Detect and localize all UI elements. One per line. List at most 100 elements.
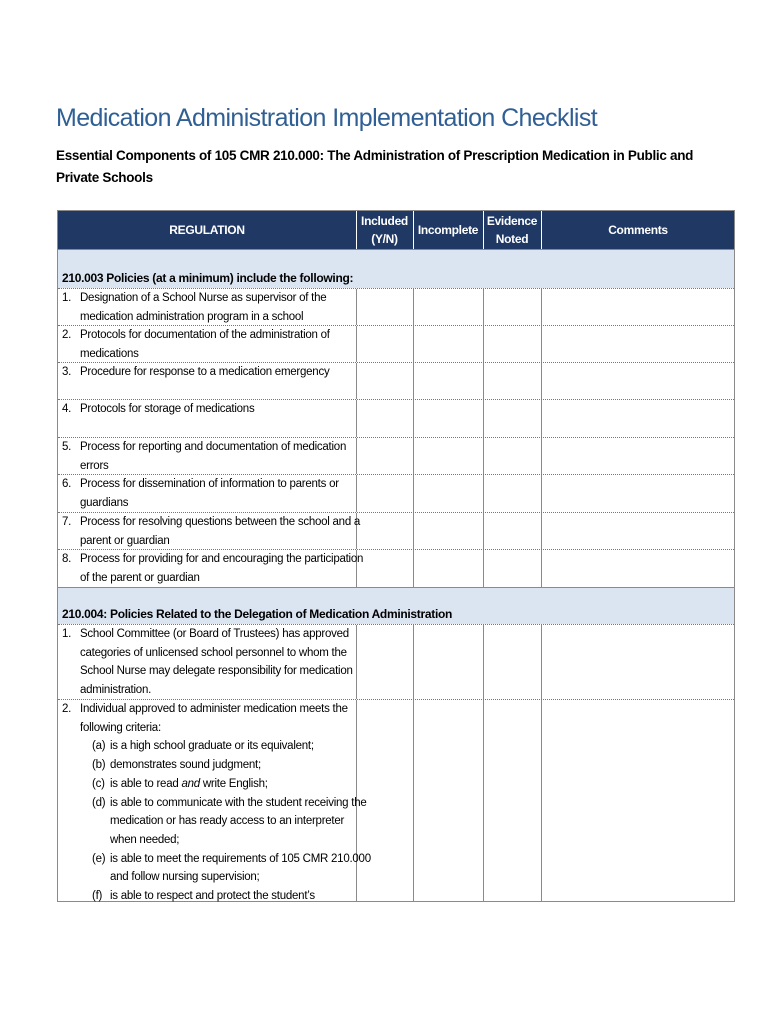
subtitle: Essential Components of 105 CMR 210.000:… — [56, 148, 694, 185]
checklist-row: 3. Procedure for response to a medication… — [58, 362, 734, 399]
text-part: is able to read — [110, 777, 182, 790]
subitem-label: (b) — [92, 759, 106, 772]
item-text: medication administration program in a s… — [80, 310, 304, 323]
header-cell: REGULATION — [169, 223, 245, 237]
column-divider — [413, 289, 414, 325]
column-divider — [413, 363, 414, 399]
item-text: Individual approved to administer medica… — [80, 703, 348, 715]
item-text: administration. — [80, 684, 152, 697]
text-part: write English; — [199, 777, 268, 790]
item-number: 7. — [62, 516, 72, 528]
column-divider — [483, 400, 484, 437]
table-header: REGULATION Included (Y/N) Incomplete Eviden… — [58, 211, 734, 249]
column-divider — [413, 475, 414, 512]
subitem-text: is able to respect and protect the stude… — [110, 890, 315, 902]
header-cell: Incomplete — [417, 223, 479, 237]
column-divider — [483, 438, 484, 474]
section-heading-row: 210.003 Policies (at a minimum) include … — [58, 249, 734, 288]
column-divider — [541, 211, 542, 249]
column-divider — [541, 700, 542, 901]
column-divider — [541, 400, 542, 437]
item-text: Process for dissemination of information… — [80, 478, 339, 490]
item-text: Process for resolving questions between … — [80, 516, 361, 528]
header-cell: Included (Y/N) — [361, 214, 408, 246]
column-divider — [541, 513, 542, 549]
column-divider — [483, 289, 484, 325]
column-divider — [413, 700, 414, 901]
column-divider — [356, 438, 357, 474]
column-divider — [356, 289, 357, 325]
item-text: categories of unlicensed school personne… — [80, 646, 347, 659]
column-divider — [356, 363, 357, 399]
column-divider — [541, 363, 542, 399]
column-divider — [541, 438, 542, 474]
subitem-label: (a) — [92, 740, 106, 753]
section-heading: 210.003 Policies (at a minimum) include … — [62, 271, 354, 286]
item-number: 5. — [62, 441, 72, 453]
checklist-row: 7. Process for resolving questions betwee… — [58, 512, 734, 549]
column-divider — [483, 513, 484, 549]
subitem-text: is able to meet the requirements of 105 … — [110, 852, 371, 865]
item-text: following criteria: — [80, 721, 161, 734]
checklist-row: 1. School Committee (or Board of Trustees… — [58, 624, 734, 699]
item-number: 3. — [62, 366, 72, 378]
column-divider — [541, 475, 542, 512]
item-text: medications — [80, 347, 139, 360]
column-divider — [541, 326, 542, 362]
column-divider — [483, 326, 484, 362]
checklist-row: 5. Process for reporting and documentatio… — [58, 437, 734, 474]
header-cell: Evidence Noted — [486, 214, 538, 246]
column-divider — [483, 211, 484, 249]
item-text: School Committee (or Board of Trustees) … — [80, 628, 349, 640]
item-number: 6. — [62, 478, 72, 490]
item-text: Process for providing for and encouragin… — [80, 553, 364, 565]
checklist-row: 1. Designation of a School Nurse as super… — [58, 288, 734, 325]
column-divider — [413, 326, 414, 362]
subitem-label: (f) — [92, 890, 103, 902]
subitem-text: is able to read and write English; — [110, 775, 268, 794]
subitem-text: medication or has ready access to an int… — [110, 815, 345, 828]
item-text: Process for reporting and documentation … — [80, 441, 347, 453]
column-divider — [356, 513, 357, 549]
column-divider — [356, 700, 357, 901]
item-number: 2. — [62, 329, 72, 341]
checklist-row: 2. Individual approved to administer medi… — [58, 699, 734, 902]
checklist-row: 8. Process for providing for and encourag… — [58, 549, 734, 587]
column-divider — [413, 400, 414, 437]
column-divider — [483, 625, 484, 699]
section-heading: 210.004: Policies Related to the Delegat… — [62, 607, 453, 622]
item-number: 1. — [62, 292, 72, 304]
subitem-text: when needed; — [110, 833, 180, 846]
item-text: errors — [80, 459, 109, 472]
column-divider — [356, 211, 357, 249]
column-divider — [541, 625, 542, 699]
checklist-row: 6. Process for dissemination of informati… — [58, 474, 734, 512]
subitem-label: (d) — [92, 796, 106, 809]
item-text: Procedure for response to a medication e… — [80, 366, 330, 378]
section-heading-row: 210.004: Policies Related to the Delegat… — [58, 587, 734, 624]
item-text: Protocols for storage of medications — [80, 403, 255, 415]
item-number: 4. — [62, 403, 72, 415]
column-divider — [413, 438, 414, 474]
subitem-label: (c) — [92, 777, 105, 790]
column-divider — [483, 363, 484, 399]
column-divider — [483, 475, 484, 512]
column-divider — [541, 289, 542, 325]
subitem-text: and follow nursing supervision; — [110, 871, 260, 884]
subitem-text: demonstrates sound judgment; — [110, 759, 261, 772]
column-divider — [483, 700, 484, 901]
column-divider — [541, 550, 542, 587]
checklist-row: 2. Protocols for documentation of the adm… — [58, 325, 734, 362]
item-text: Protocols for documentation of the admin… — [80, 329, 330, 341]
title: Medication Administration Implementation… — [56, 104, 598, 132]
checklist-table: REGULATION Included (Y/N) Incomplete Eviden… — [57, 210, 735, 902]
column-divider — [356, 475, 357, 512]
column-divider — [413, 513, 414, 549]
header-cell: Comments — [608, 223, 668, 237]
item-text: parent or guardian — [80, 534, 170, 547]
subitem-text: is a high school graduate or its equival… — [110, 740, 314, 753]
column-divider — [356, 400, 357, 437]
item-text: Designation of a School Nurse as supervi… — [80, 292, 327, 304]
checklist-row: 4. Protocols for storage of medications — [58, 399, 734, 437]
